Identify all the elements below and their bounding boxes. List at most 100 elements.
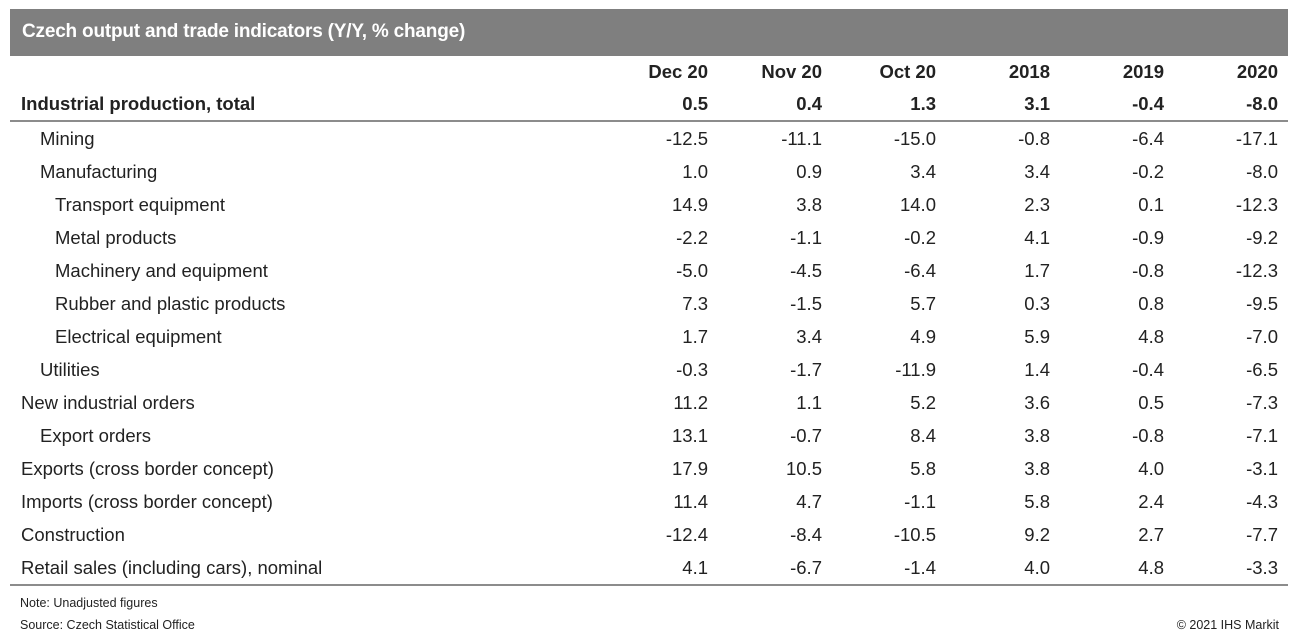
- column-header: Oct 20: [879, 61, 936, 82]
- row-label-header: [10, 56, 604, 87]
- table-title: Czech output and trade indicators (Y/Y, …: [22, 21, 466, 42]
- table-cell: -1.1: [904, 491, 936, 512]
- table-row: Manufacturing 1.0 0.9 3.4 3.4 -0.2 -8.0: [10, 155, 1288, 188]
- column-header: 2019: [1122, 61, 1164, 82]
- table-row: Construction -12.4 -8.4 -10.5 9.2 2.7 -7.7: [10, 518, 1288, 551]
- table-cell: -1.5: [790, 293, 822, 314]
- table-cell: 5.2: [910, 392, 936, 413]
- table-cell: -8.4: [790, 524, 822, 545]
- table-cell: 0.8: [1138, 293, 1164, 314]
- table-row: Rubber and plastic products 7.3 -1.5 5.7 0.3…: [10, 287, 1288, 320]
- table-cell: -6.4: [1132, 128, 1164, 149]
- table-row: Electrical equipment 1.7 3.4 4.9 5.9 4.8 -7.0: [10, 320, 1288, 353]
- row-label: Imports (cross border concept): [21, 491, 273, 512]
- table-cell: -8.0: [1174, 87, 1288, 122]
- table-cell: -12.4: [665, 524, 708, 545]
- table-title-bar: Czech output and trade indicators (Y/Y, …: [10, 9, 1288, 56]
- table-cell: 1.1: [796, 392, 822, 413]
- table-cell: -4.5: [790, 260, 822, 281]
- row-label: Retail sales (including cars), nominal: [10, 551, 604, 586]
- column-header: Nov 20: [761, 61, 822, 82]
- table-cell: -1.4: [832, 551, 946, 586]
- table-row: Metal products -2.2 -1.1 -0.2 4.1 -0.9 -9.2: [10, 221, 1288, 254]
- table-cell: -7.7: [1246, 524, 1278, 545]
- table-cell: 3.8: [1024, 458, 1050, 479]
- table-cell: -4.3: [1246, 491, 1278, 512]
- table-cell: 3.6: [1024, 392, 1050, 413]
- table-cell: -0.2: [1132, 161, 1164, 182]
- table-cell: -10.5: [893, 524, 936, 545]
- footnote: Note: Unadjusted figures: [20, 596, 158, 610]
- table-cell: 7.3: [682, 293, 708, 314]
- column-header-row: Dec 20 Nov 20 Oct 20 2018 2019 2020: [10, 56, 1288, 87]
- table-cell: 5.8: [910, 458, 936, 479]
- table-cell: 2.3: [1024, 194, 1050, 215]
- table-cell: -1.7: [790, 359, 822, 380]
- table-cell: 3.1: [946, 87, 1060, 122]
- table-row: Mining -12.5 -11.1 -15.0 -0.8 -6.4 -17.1: [10, 121, 1288, 155]
- table-cell: -17.1: [1235, 128, 1278, 149]
- table-cell: -0.8: [1132, 260, 1164, 281]
- table-cell: 9.2: [1024, 524, 1050, 545]
- table-row: New industrial orders 11.2 1.1 5.2 3.6 0.5 -7.…: [10, 386, 1288, 419]
- table-cell: 0.1: [1138, 194, 1164, 215]
- column-header: 2018: [1008, 61, 1050, 82]
- table-cell: -9.2: [1246, 227, 1278, 248]
- table-cell: 10.5: [785, 458, 822, 479]
- table-cell: 4.0: [1138, 458, 1164, 479]
- table-cell: -0.3: [676, 359, 708, 380]
- table-cell: -7.1: [1246, 425, 1278, 446]
- table-cell: -5.0: [676, 260, 708, 281]
- table-row: Transport equipment 14.9 3.8 14.0 2.3 0.1 -12.…: [10, 188, 1288, 221]
- table-cell: -9.5: [1246, 293, 1278, 314]
- table-cell: 13.1: [671, 425, 708, 446]
- row-label: Industrial production, total: [10, 87, 604, 122]
- table-cell: -0.9: [1132, 227, 1164, 248]
- table-cell: 3.4: [796, 326, 822, 347]
- table-cell: -3.3: [1174, 551, 1288, 586]
- table-cell: 1.7: [1024, 260, 1050, 281]
- table-row: Imports (cross border concept) 11.4 4.7 -1.…: [10, 485, 1288, 518]
- table-cell: -0.2: [904, 227, 936, 248]
- table-cell: 3.4: [910, 161, 936, 182]
- table-cell: 1.0: [682, 161, 708, 182]
- table-cell: 11.4: [673, 491, 708, 512]
- table-cell: -12.5: [665, 128, 708, 149]
- table-cell: 4.8: [1138, 326, 1164, 347]
- table-cell: -15.0: [893, 128, 936, 149]
- table-cell: 4.1: [604, 551, 718, 586]
- table-cell: 0.5: [1138, 392, 1164, 413]
- source-note: Source: Czech Statistical Office: [20, 618, 195, 632]
- row-label: Electrical equipment: [55, 326, 222, 347]
- table-cell: -6.7: [718, 551, 832, 586]
- row-label: Utilities: [40, 359, 100, 380]
- table-row: Exports (cross border concept) 17.9 10.5 5.…: [10, 452, 1288, 485]
- table-cell: -6.4: [904, 260, 936, 281]
- table-cell: -12.3: [1235, 260, 1278, 281]
- table-cell: 14.9: [671, 194, 708, 215]
- table-cell: 4.9: [910, 326, 936, 347]
- table-cell: 0.3: [1024, 293, 1050, 314]
- row-label: Export orders: [40, 425, 152, 446]
- row-label: Rubber and plastic products: [55, 293, 286, 314]
- column-header: Dec 20: [648, 61, 708, 82]
- table-row: Retail sales (including cars), nominal 4.…: [10, 551, 1288, 586]
- table-cell: 1.4: [1024, 359, 1050, 380]
- row-label: New industrial orders: [21, 392, 195, 413]
- table-row: Export orders 13.1 -0.7 8.4 3.8 -0.8 -7.1: [10, 419, 1288, 452]
- table-cell: -7.0: [1246, 326, 1278, 347]
- table-row: Utilities -0.3 -1.7 -11.9 1.4 -0.4 -6.5: [10, 353, 1288, 386]
- table-cell: -11.9: [895, 359, 936, 380]
- row-label: Transport equipment: [55, 194, 226, 215]
- table-cell: 5.8: [1024, 491, 1050, 512]
- table-cell: 3.4: [1024, 161, 1050, 182]
- table-cell: 0.5: [604, 87, 718, 122]
- row-label: Mining: [40, 128, 95, 149]
- table-cell: 0.9: [796, 161, 822, 182]
- table-cell: -6.5: [1246, 359, 1278, 380]
- table-cell: 17.9: [671, 458, 708, 479]
- table-cell: 4.8: [1060, 551, 1174, 586]
- table-cell: 2.4: [1138, 491, 1164, 512]
- table-cell: -0.4: [1132, 359, 1164, 380]
- indicators-table: Dec 20 Nov 20 Oct 20 2018 2019 2020 Indu…: [10, 56, 1288, 586]
